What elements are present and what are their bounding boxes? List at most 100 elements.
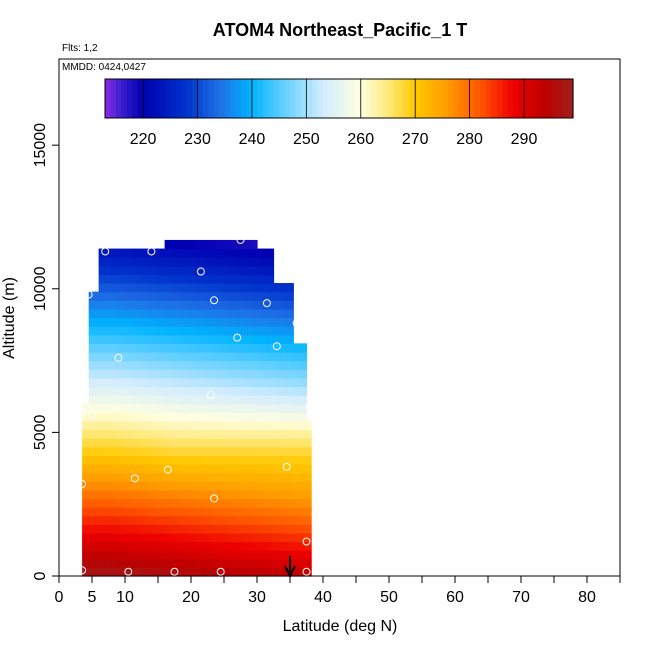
heatmap-cell <box>240 541 245 551</box>
heatmap-cell <box>230 481 235 491</box>
heatmap-cell <box>273 507 278 517</box>
heatmap-cell <box>154 489 159 500</box>
heatmap-cell <box>214 300 218 310</box>
heatmap-cell <box>138 558 143 568</box>
heatmap-cell <box>82 420 86 431</box>
heatmap-cell <box>121 507 126 517</box>
heatmap-cell <box>148 317 152 327</box>
heatmap-cell <box>151 507 156 517</box>
heatmap-cell <box>283 438 288 448</box>
heatmap-cell <box>121 412 126 422</box>
heatmap-cell <box>194 274 199 284</box>
heatmap-cell <box>233 515 238 525</box>
heatmap-cell <box>161 532 166 543</box>
heatmap-cell <box>191 300 195 310</box>
heatmap-cell <box>210 291 215 301</box>
heatmap-cell <box>118 438 123 448</box>
heatmap-cell <box>164 412 169 422</box>
heatmap-cell <box>270 524 275 534</box>
heatmap-cell <box>161 257 166 267</box>
heatmap-cell <box>253 308 258 319</box>
heatmap-cell <box>273 515 278 525</box>
heatmap-cell <box>237 360 242 370</box>
heatmap-cell <box>286 420 291 431</box>
heatmap-cell <box>280 412 284 422</box>
heatmap-cell <box>177 481 182 491</box>
heatmap-cell <box>111 395 116 405</box>
heatmap-cell <box>98 438 103 448</box>
heatmap-cell <box>151 532 156 543</box>
heatmap-cell <box>220 248 225 258</box>
colorbar-segment <box>290 79 297 118</box>
heatmap-cell <box>220 403 225 413</box>
heatmap-cell <box>257 343 261 353</box>
heatmap-cell <box>174 498 179 508</box>
heatmap-cell <box>200 420 205 431</box>
heatmap-cell <box>85 507 90 517</box>
heatmap-cell <box>270 481 275 491</box>
heatmap-cell <box>270 550 275 560</box>
heatmap-cell <box>148 515 152 525</box>
heatmap-cell <box>233 420 238 431</box>
heatmap-cell <box>128 377 133 388</box>
heatmap-cell <box>95 455 100 465</box>
heatmap-cell <box>210 507 215 517</box>
heatmap-cell <box>303 481 308 491</box>
heatmap-cell <box>243 334 248 344</box>
heatmap-cell <box>233 239 238 250</box>
heatmap-cell <box>154 377 159 388</box>
heatmap-cell <box>303 429 308 439</box>
x-tick-label: 20 <box>182 589 200 606</box>
heatmap-cell <box>233 558 238 568</box>
heatmap-cell <box>154 498 159 508</box>
heatmap-cell <box>88 498 93 508</box>
heatmap-cell <box>121 429 126 439</box>
heatmap-cell <box>108 300 113 310</box>
heatmap-cell <box>138 463 143 474</box>
heatmap-cell <box>214 472 218 482</box>
heatmap-cell <box>125 369 129 379</box>
heatmap-cell <box>191 291 195 301</box>
heatmap-cell <box>118 481 123 491</box>
heatmap-cell <box>187 326 192 336</box>
heatmap-cell <box>154 438 159 448</box>
heatmap-cell <box>131 446 136 456</box>
heatmap-cell <box>224 334 228 344</box>
heatmap-cell <box>250 317 255 327</box>
heatmap-cell <box>220 550 225 560</box>
heatmap-cell <box>237 463 242 474</box>
heatmap-cell <box>184 550 189 560</box>
heatmap-cell <box>98 308 103 319</box>
heatmap-cell <box>194 300 199 310</box>
heatmap-cell <box>240 326 245 336</box>
heatmap-cell <box>233 265 238 276</box>
heatmap-cell <box>197 498 202 508</box>
heatmap-cell <box>134 412 139 422</box>
heatmap-cell <box>233 308 238 319</box>
heatmap-cell <box>151 265 156 276</box>
colorbar-segment <box>197 79 204 118</box>
heatmap-cell <box>161 386 166 396</box>
heatmap-cell <box>125 498 129 508</box>
heatmap-cell <box>111 541 116 551</box>
heatmap-cell <box>276 412 281 422</box>
colorbar-segment <box>534 79 541 118</box>
heatmap-cell <box>191 558 195 568</box>
heatmap-cell <box>161 455 166 465</box>
heatmap-cell <box>128 351 133 362</box>
heatmap-cell <box>121 326 126 336</box>
heatmap-cell <box>243 489 248 500</box>
heatmap-cell <box>280 291 284 301</box>
heatmap-cell <box>257 507 261 517</box>
heatmap-cell <box>276 351 281 362</box>
heatmap-cell <box>158 377 162 388</box>
heatmap-cell <box>204 446 209 456</box>
heatmap-cell <box>283 558 288 568</box>
colorbar-segment <box>143 79 150 118</box>
heatmap-cell <box>263 429 268 439</box>
heatmap-cell <box>148 420 152 431</box>
heatmap-cell <box>280 395 284 405</box>
heatmap-cell <box>181 412 185 422</box>
heatmap-cell <box>108 248 113 258</box>
heatmap-cell <box>270 343 275 353</box>
